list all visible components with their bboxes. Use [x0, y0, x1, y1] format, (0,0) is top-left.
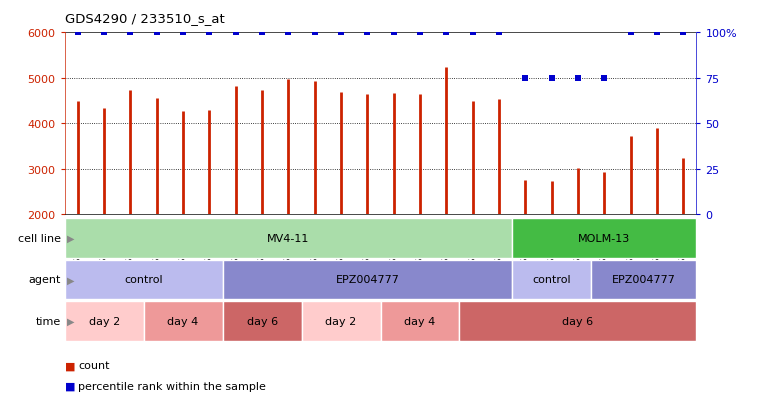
Bar [65, 219, 512, 258]
Text: day 4: day 4 [404, 316, 435, 326]
Text: ▶: ▶ [67, 275, 75, 285]
Text: day 4: day 4 [167, 316, 199, 326]
Bar [512, 260, 591, 299]
Text: day 6: day 6 [562, 316, 594, 326]
Bar [591, 260, 696, 299]
Bar [460, 301, 696, 341]
Bar [301, 301, 380, 341]
Point [414, 30, 426, 36]
Point [493, 30, 505, 36]
Text: control: control [124, 275, 163, 285]
Text: day 6: day 6 [247, 316, 278, 326]
Point [677, 30, 689, 36]
Text: percentile rank within the sample: percentile rank within the sample [78, 381, 266, 391]
Bar [512, 219, 696, 258]
Point [177, 30, 189, 36]
Text: cell line: cell line [18, 233, 61, 244]
Point [466, 30, 479, 36]
Text: agent: agent [28, 275, 61, 285]
Point [203, 30, 215, 36]
Bar [65, 301, 144, 341]
Bar [223, 301, 301, 341]
Text: ▶: ▶ [67, 316, 75, 326]
Point [625, 30, 637, 36]
Point [230, 30, 242, 36]
Point [598, 75, 610, 82]
Text: ■: ■ [65, 381, 75, 391]
Text: MV4-11: MV4-11 [267, 233, 310, 244]
Text: ■: ■ [65, 361, 75, 370]
Bar [65, 260, 223, 299]
Point [572, 75, 584, 82]
Text: EPZ004777: EPZ004777 [612, 275, 676, 285]
Text: MOLM-13: MOLM-13 [578, 233, 630, 244]
Bar [144, 301, 223, 341]
Bar [380, 301, 460, 341]
Point [651, 30, 663, 36]
Text: control: control [532, 275, 571, 285]
Point [440, 30, 452, 36]
Point [124, 30, 136, 36]
Text: day 2: day 2 [326, 316, 357, 326]
Point [151, 30, 163, 36]
Text: time: time [36, 316, 61, 326]
Point [519, 75, 531, 82]
Point [98, 30, 110, 36]
Text: EPZ004777: EPZ004777 [336, 275, 400, 285]
Point [335, 30, 347, 36]
Point [72, 30, 84, 36]
Text: GDS4290 / 233510_s_at: GDS4290 / 233510_s_at [65, 12, 224, 25]
Point [309, 30, 321, 36]
Point [361, 30, 374, 36]
Text: ▶: ▶ [67, 233, 75, 244]
Point [546, 75, 558, 82]
Bar [223, 260, 512, 299]
Point [282, 30, 295, 36]
Point [256, 30, 268, 36]
Point [387, 30, 400, 36]
Text: day 2: day 2 [88, 316, 119, 326]
Text: count: count [78, 361, 110, 370]
